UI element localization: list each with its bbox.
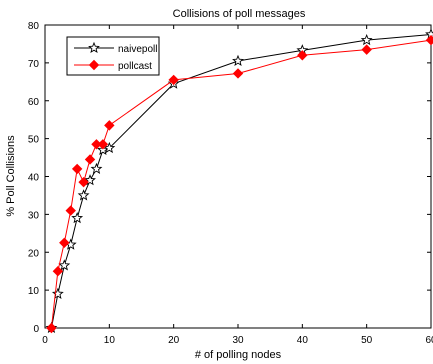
y-tick-label: 50 [28, 135, 40, 146]
data-point-naivepoll [90, 162, 103, 174]
data-point-pollcast [46, 322, 57, 334]
data-point-pollcast [71, 163, 83, 175]
data-point-pollcast [104, 120, 115, 131]
x-tick-label: 30 [232, 335, 244, 346]
legend-label-pollcast: pollcast [118, 61, 152, 72]
series-layer [45, 28, 433, 334]
data-point-pollcast [59, 237, 70, 248]
legend-marker-naivepoll [88, 41, 100, 54]
data-point-naivepoll [84, 174, 96, 186]
legend-marker-shape-pollcast [88, 59, 100, 71]
data-point-naivepoll [77, 189, 90, 201]
data-point-naivepoll [360, 33, 373, 46]
data-point-naivepoll [51, 287, 64, 299]
data-point-pollcast [297, 50, 308, 61]
x-tick-label: 0 [42, 335, 48, 346]
y-tick-label: 60 [28, 97, 40, 108]
x-tick-label: 50 [361, 335, 373, 346]
data-point-pollcast [52, 265, 64, 277]
y-tick-label: 20 [28, 248, 40, 259]
x-tick-label: 20 [168, 335, 180, 346]
x-tick-label: 60 [425, 335, 433, 346]
legend-marker-pollcast [88, 59, 100, 71]
x-tick-label: 40 [297, 335, 309, 346]
data-point-pollcast [84, 154, 96, 165]
data-point-pollcast [168, 74, 179, 86]
legend-box [66, 36, 160, 76]
data-point-pollcast [78, 176, 89, 188]
data-point-naivepoll [71, 211, 84, 224]
y-tick-label: 80 [28, 21, 40, 32]
legend-marker-shape-naivepoll [88, 41, 100, 54]
axes: 0 10 20 30 40 50 60 0 10 20 30 40 50 60 70 80 [28, 21, 433, 346]
data-point-naivepoll [232, 54, 244, 67]
series-pollcast [46, 34, 433, 334]
y-tick-label: 10 [28, 286, 40, 297]
y-tick-label: 30 [28, 210, 40, 221]
data-point-pollcast [65, 205, 76, 216]
data-point-pollcast [361, 44, 372, 55]
y-tick-label: 70 [28, 59, 40, 70]
y-tick-label: 0 [33, 324, 39, 335]
legend-label-naivepoll: naivepoll [118, 44, 157, 55]
y-tick-label: 40 [28, 173, 40, 184]
x-axis-label: # of polling nodes [195, 349, 282, 361]
chart-title: Collisions of poll messages [173, 8, 306, 20]
data-point-naivepoll [58, 259, 71, 271]
data-point-pollcast [97, 139, 109, 150]
data-point-pollcast [232, 68, 244, 79]
x-tick-label: 10 [104, 335, 116, 346]
legend: naivepoll pollcast [66, 36, 160, 76]
y-axis-label: % Poll Collisions [5, 135, 17, 217]
data-point-pollcast [425, 34, 433, 46]
